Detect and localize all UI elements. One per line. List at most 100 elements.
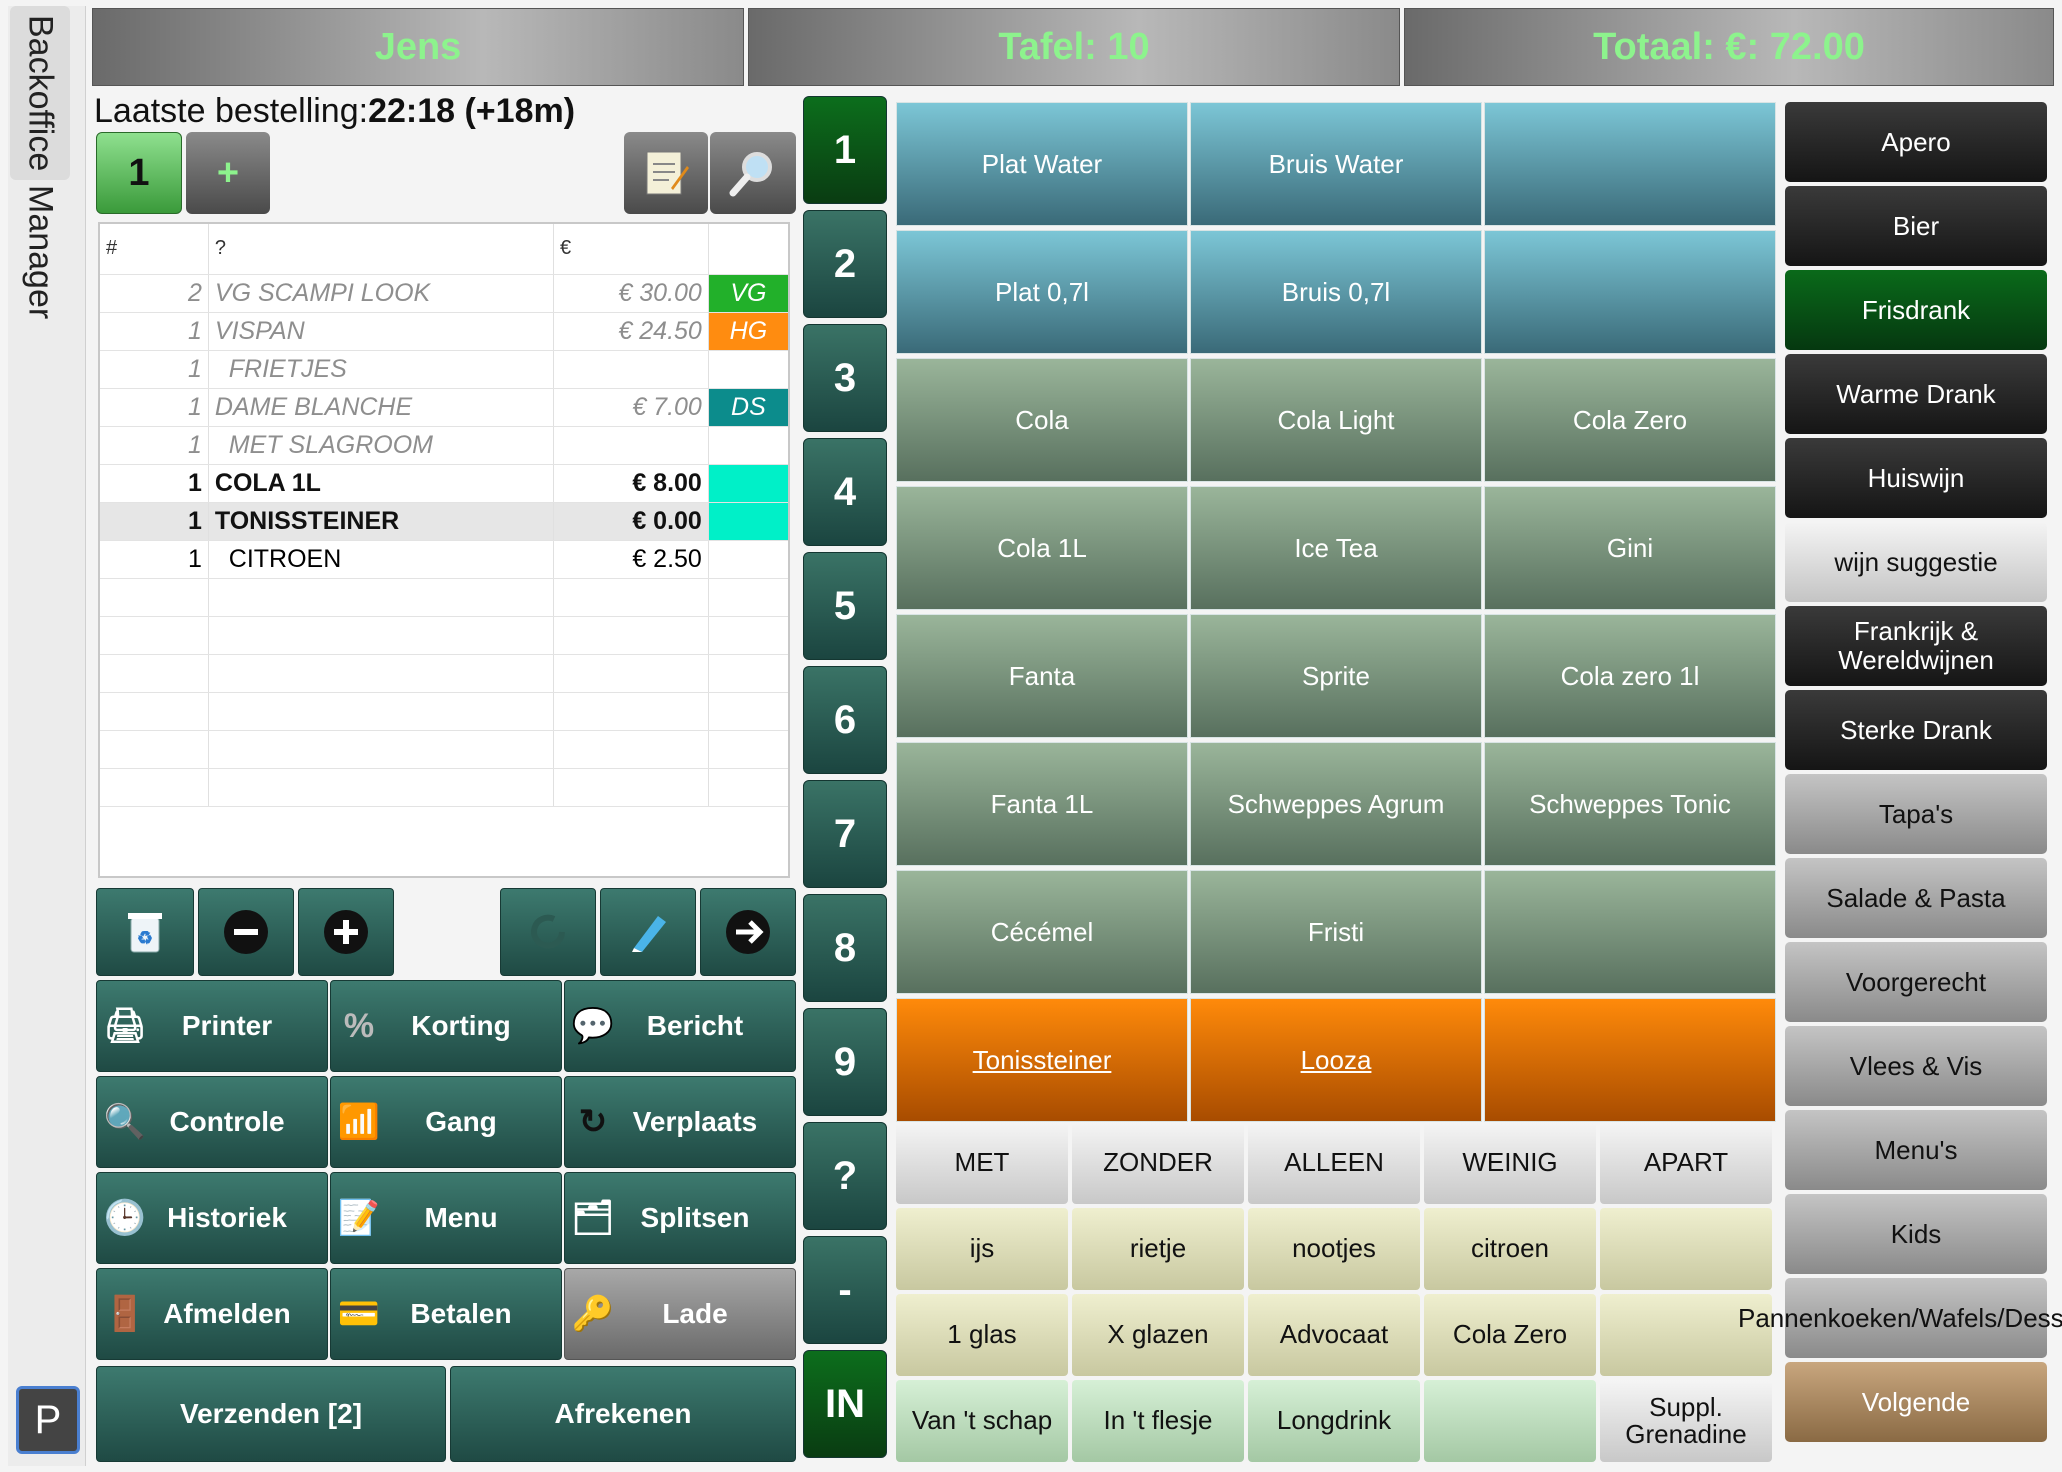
product-button[interactable]: Bruis 0,7l [1190, 230, 1482, 354]
order-row[interactable]: 2 VG SCAMPI LOOK € 30.00 VG [100, 274, 788, 313]
product-button[interactable]: Cola 1L [896, 486, 1188, 610]
category-button[interactable]: Menu's [1785, 1110, 2047, 1190]
modifier-button[interactable]: MET [896, 1122, 1068, 1204]
notes-button[interactable] [624, 132, 708, 214]
modifier-button[interactable]: In 't flesje [1072, 1380, 1244, 1462]
modifier-button[interactable] [1600, 1294, 1772, 1376]
product-button[interactable]: Plat Water [896, 102, 1188, 226]
order-row[interactable]: 1 COLA 1L € 8.00 [100, 464, 788, 503]
modifier-button[interactable]: WEINIG [1424, 1122, 1596, 1204]
modifier-button[interactable]: Advocaat [1248, 1294, 1420, 1376]
course-1-button[interactable]: 1 [96, 132, 182, 214]
splitsen-button[interactable]: 🗂 Splitsen [564, 1172, 796, 1264]
modifier-button[interactable]: X glazen [1072, 1294, 1244, 1376]
modifier-button[interactable]: Longdrink [1248, 1380, 1420, 1462]
lade-button[interactable]: 🔑 Lade [564, 1268, 796, 1360]
verplaats-button[interactable]: ↻ Verplaats [564, 1076, 796, 1168]
product-button[interactable]: Ice Tea [1190, 486, 1482, 610]
number-button[interactable]: 2 [803, 210, 887, 318]
delete-button[interactable]: ♻ [96, 888, 194, 976]
betalen-button[interactable]: 💳 Betalen [330, 1268, 562, 1360]
product-button[interactable]: Plat 0,7l [896, 230, 1188, 354]
modifier-button[interactable]: ALLEEN [1248, 1122, 1420, 1204]
category-button[interactable]: Frankrijk & Wereldwijnen [1785, 606, 2047, 686]
product-button[interactable]: Cécémel [896, 870, 1188, 994]
modifier-button[interactable]: ijs [896, 1208, 1068, 1290]
product-button[interactable]: Cola Light [1190, 358, 1482, 482]
modifier-button[interactable]: Cola Zero [1424, 1294, 1596, 1376]
menu-button[interactable]: 📝 Menu [330, 1172, 562, 1264]
gang-button[interactable]: 📶 Gang [330, 1076, 562, 1168]
edit-button[interactable] [600, 888, 696, 976]
tab-manager[interactable]: Manager [21, 184, 60, 320]
number-button[interactable]: ? [803, 1122, 887, 1230]
order-row[interactable]: 1 VISPAN € 24.50 HG [100, 312, 788, 351]
printer-button[interactable]: 🖨 Printer [96, 980, 328, 1072]
tab-backoffice[interactable]: Backoffice [10, 6, 70, 180]
number-button[interactable]: 6 [803, 666, 887, 774]
p-button[interactable]: P [16, 1386, 80, 1454]
modifier-button[interactable]: APART [1600, 1122, 1772, 1204]
modifier-button[interactable] [1600, 1208, 1772, 1290]
modifier-button[interactable]: Suppl. Grenadine [1600, 1380, 1772, 1462]
number-button[interactable]: IN [803, 1350, 887, 1458]
number-button[interactable]: 1 [803, 96, 887, 204]
product-button[interactable]: Cola zero 1l [1484, 614, 1776, 738]
order-row[interactable]: 1 MET SLAGROOM [100, 426, 788, 465]
category-button[interactable]: Tapa's [1785, 774, 2047, 854]
product-button[interactable] [1484, 230, 1776, 354]
category-button[interactable]: Warme Drank [1785, 354, 2047, 434]
order-row[interactable]: 1 DAME BLANCHE € 7.00 DS [100, 388, 788, 427]
category-button[interactable]: Salade & Pasta [1785, 858, 2047, 938]
modifier-button[interactable] [1424, 1380, 1596, 1462]
category-button[interactable]: Voorgerecht [1785, 942, 2047, 1022]
product-button[interactable] [1484, 102, 1776, 226]
category-button[interactable]: Bier [1785, 186, 2047, 266]
order-row[interactable]: 1 TONISSTEINER € 0.00 [100, 502, 788, 541]
category-button[interactable]: Volgende [1785, 1362, 2047, 1442]
modifier-button[interactable]: 1 glas [896, 1294, 1068, 1376]
category-button[interactable]: Apero [1785, 102, 2047, 182]
product-button[interactable]: Cola [896, 358, 1188, 482]
controle-button[interactable]: 🔍 Controle [96, 1076, 328, 1168]
product-button[interactable]: Fristi [1190, 870, 1482, 994]
increase-button[interactable] [298, 888, 394, 976]
afrekenen-button[interactable]: Afrekenen [450, 1366, 796, 1462]
historiek-button[interactable]: 🕒 Historiek [96, 1172, 328, 1264]
product-button[interactable]: Sprite [1190, 614, 1482, 738]
next-button[interactable] [700, 888, 796, 976]
category-button[interactable]: Sterke Drank [1785, 690, 2047, 770]
product-button[interactable]: Fanta 1L [896, 742, 1188, 866]
number-button[interactable]: - [803, 1236, 887, 1344]
modifier-button[interactable]: rietje [1072, 1208, 1244, 1290]
product-button[interactable]: Tonissteiner [896, 998, 1188, 1122]
verzenden-button[interactable]: Verzenden [2] [96, 1366, 446, 1462]
product-button[interactable]: Cola Zero [1484, 358, 1776, 482]
number-button[interactable]: 4 [803, 438, 887, 546]
category-button[interactable]: Vlees & Vis [1785, 1026, 2047, 1106]
product-button[interactable]: Schweppes Tonic [1484, 742, 1776, 866]
category-button[interactable]: wijn suggestie [1785, 522, 2047, 602]
add-course-button[interactable]: + [186, 132, 270, 214]
korting-button[interactable]: % Korting [330, 980, 562, 1072]
modifier-button[interactable]: Van 't schap [896, 1380, 1068, 1462]
category-button[interactable]: Pannenkoeken/Wafels/Dessert [1738, 1278, 2062, 1358]
product-button[interactable] [1484, 870, 1776, 994]
number-button[interactable]: 7 [803, 780, 887, 888]
product-button[interactable]: Gini [1484, 486, 1776, 610]
product-button[interactable]: Fanta [896, 614, 1188, 738]
product-button[interactable]: Schweppes Agrum [1190, 742, 1482, 866]
decrease-button[interactable] [198, 888, 294, 976]
product-button[interactable]: Bruis Water [1190, 102, 1482, 226]
product-button[interactable] [1484, 998, 1776, 1122]
number-button[interactable]: 8 [803, 894, 887, 1002]
number-button[interactable]: 9 [803, 1008, 887, 1116]
product-button[interactable]: Looza [1190, 998, 1482, 1122]
bericht-button[interactable]: 💬 Bericht [564, 980, 796, 1072]
order-row[interactable]: 1 FRIETJES [100, 350, 788, 389]
modifier-button[interactable]: nootjes [1248, 1208, 1420, 1290]
undo-button[interactable] [500, 888, 596, 976]
number-button[interactable]: 3 [803, 324, 887, 432]
order-row[interactable]: 1 CITROEN € 2.50 [100, 540, 788, 579]
category-button[interactable]: Huiswijn [1785, 438, 2047, 518]
